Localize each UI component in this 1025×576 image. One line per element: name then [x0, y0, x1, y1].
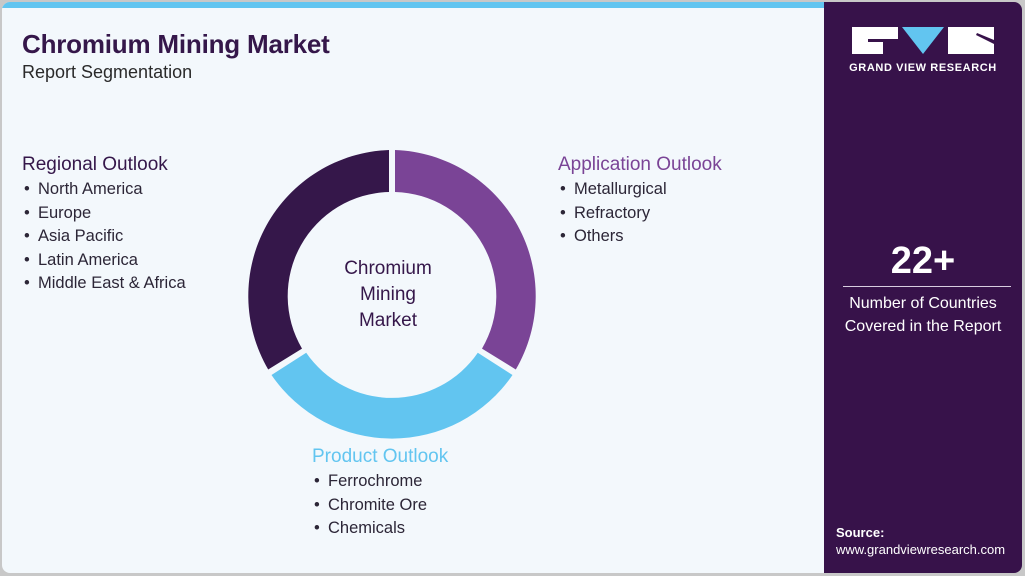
grand-view-research-logo-icon — [852, 27, 994, 54]
list-item: • Latin America — [22, 249, 186, 273]
regional-outlook-list: • North America • Europe • Asia Pacific • La… — [22, 178, 186, 296]
source-url: www.grandviewresearch.com — [836, 542, 1006, 557]
logo-text: GRAND VIEW RESEARCH — [849, 62, 997, 74]
countries-label: Number of Countries Covered in the Repor… — [844, 295, 1002, 335]
sidebar-panel: GRAND VIEW RESEARCH 22+ Number of Countr… — [824, 2, 1022, 573]
list-item: • Chemicals — [312, 517, 448, 541]
regional-outlook-heading: Regional Outlook — [22, 154, 168, 175]
bullet-icon: • — [314, 519, 320, 537]
main-panel: Chromium Mining Market Report Segmentati… — [2, 2, 832, 573]
page-title: Chromium Mining Market — [22, 29, 330, 59]
list-item: • Europe — [22, 202, 186, 226]
list-item: • Refractory — [558, 202, 722, 226]
source-label: Source: — [836, 525, 885, 540]
stat-divider — [843, 286, 1011, 287]
product-outlook-heading: Product Outlook — [312, 446, 449, 467]
application-outlook-heading: Application Outlook — [558, 154, 722, 175]
application-outlook-list: • Metallurgical • Refractory • Others — [558, 178, 722, 249]
segmentation-donut-chart — [248, 150, 536, 439]
bullet-icon: • — [314, 495, 320, 514]
list-item: • Others — [558, 225, 722, 249]
donut-segment-regional — [248, 150, 389, 370]
bullet-icon: • — [24, 250, 30, 269]
product-outlook-section: Product Outlook • Ferrochrome • Chromite O… — [312, 446, 448, 541]
donut-segment-application — [395, 150, 536, 370]
list-item: • Ferrochrome — [312, 470, 448, 494]
list-item: • Middle East & Africa — [22, 272, 186, 296]
page-subtitle: Report Segmentation — [22, 62, 193, 82]
bullet-icon: • — [314, 472, 320, 490]
list-item: • Metallurgical — [558, 178, 722, 202]
countries-count: 22+ — [890, 240, 956, 282]
list-item: • Asia Pacific — [22, 225, 186, 249]
accent-top-bar — [2, 2, 832, 8]
bullet-icon: • — [560, 180, 566, 198]
product-outlook-list: • Ferrochrome • Chromite Ore • Chemicals — [312, 470, 448, 541]
donut-segment-product — [271, 352, 513, 439]
application-outlook-section: Application Outlook • Metallurgical • Refr… — [558, 154, 722, 249]
donut-center-label: Chromium Mining Market — [344, 258, 432, 331]
list-item: • North America — [22, 178, 186, 202]
bullet-icon: • — [24, 227, 30, 245]
bullet-icon: • — [560, 203, 566, 222]
bullet-icon: • — [24, 274, 30, 292]
bullet-icon: • — [560, 227, 566, 245]
regional-outlook-section: Regional Outlook • North America • Europe … — [22, 154, 186, 296]
bullet-icon: • — [24, 203, 30, 222]
bullet-icon: • — [24, 180, 30, 198]
list-item: • Chromite Ore — [312, 494, 448, 518]
